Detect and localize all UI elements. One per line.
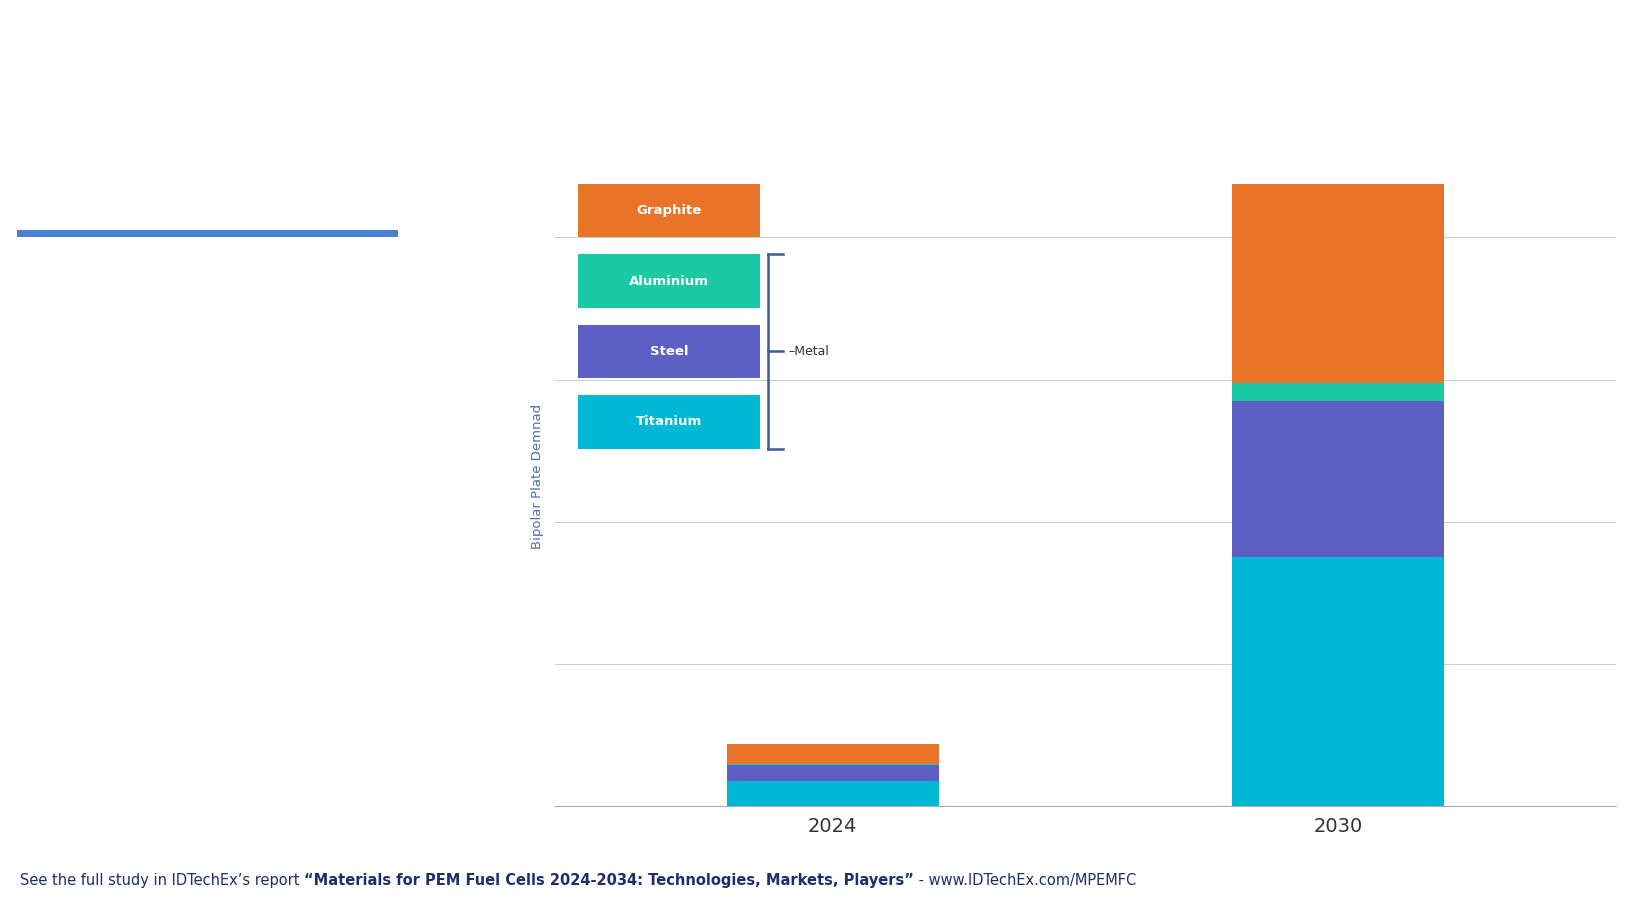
Bar [1232,557,1444,806]
Y-axis label: Bipolar Plate Demnad: Bipolar Plate Demnad [532,404,545,549]
Text: Steel: Steel [650,345,689,358]
Bar [578,395,761,449]
Text: Titanium: Titanium [636,416,702,429]
Text: Aluminium: Aluminium [630,274,710,287]
Text: follow: follow [26,356,86,375]
Text: Steady growth is seen across the BPP industry;: Steady growth is seen across the BPP ind… [462,20,827,35]
Text: “Materials for PEM Fuel Cells 2024-2034: Technologies, Markets, Players”: “Materials for PEM Fuel Cells 2024-2034:… [304,873,914,888]
Bar [726,764,938,766]
Text: Graphite: Graphite [636,204,702,217]
Text: heavy-duty applications.: heavy-duty applications. [26,714,287,733]
Text: Research: Research [279,34,343,49]
FancyBboxPatch shape [220,9,401,75]
Text: plates: plates [26,643,91,661]
Text: with metal plates: with metal plates [98,428,266,446]
Text: typically used in passenger: typically used in passenger [26,499,282,518]
Bar [726,744,938,764]
Text: graphite-based plates for: graphite-based plates for [462,59,661,73]
Text: See the full study in IDTechEx’s report: See the full study in IDTechEx’s report [20,873,304,888]
Text: graphite: graphite [150,571,240,589]
Text: PEM Fuel Cells: PEM Fuel Cells [26,185,331,222]
Bar [18,230,398,237]
Text: PEMFCs: PEMFCs [661,59,730,73]
Bar [1232,401,1444,557]
Bar [1232,185,1444,383]
Bar [1232,383,1444,401]
Text: vehicles and: vehicles and [26,571,150,589]
Text: Material demand will: Material demand will [26,285,222,303]
Bar [578,325,761,378]
Text: better suited to: better suited to [91,643,243,661]
Text: –Metal: –Metal [788,345,829,358]
Text: - www.IDTechEx.com/MPEMFC: - www.IDTechEx.com/MPEMFC [914,873,1136,888]
Bar [726,766,938,781]
Text: global trends for: global trends for [86,356,264,375]
Text: IDTechEx: IDTechEx [26,32,118,50]
Text: over: over [1089,20,1128,35]
Text: FCEVs,: FCEVs, [26,428,98,446]
Bar [726,781,938,806]
Text: metal plates remain dominant: metal plates remain dominant [827,20,1089,35]
Text: Bipolar Plates for: Bipolar Plates for [26,124,395,161]
Bar [578,184,761,238]
Bar [578,254,761,308]
Text: used in transportation.: used in transportation. [730,59,909,73]
